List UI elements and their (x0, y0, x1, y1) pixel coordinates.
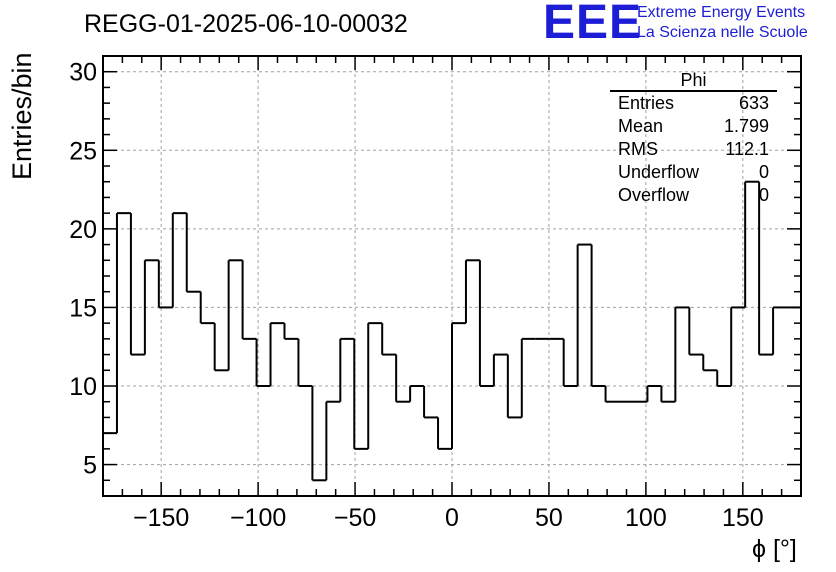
y-tick-label: 25 (69, 137, 97, 165)
y-tick-label: 10 (69, 373, 97, 401)
stats-label: Mean (618, 116, 664, 136)
x-tick-label: 100 (625, 504, 667, 532)
logo-line-1: Extreme Energy Events (637, 4, 806, 21)
stats-title: Phi (610, 70, 777, 92)
stats-row-entries: Entries 633 (610, 92, 777, 115)
stats-value: 112.1 (725, 139, 769, 159)
stats-row-mean: Mean 1.799 (610, 115, 777, 138)
y-axis-label: Entries/bin (7, 52, 37, 180)
stats-label: Overflow (618, 185, 690, 205)
x-axis-label: ϕ [°] (752, 535, 797, 563)
axis-ticks (102, 55, 802, 497)
stats-label: Entries (618, 93, 675, 113)
x-tick-label: 150 (722, 504, 764, 532)
grid-lines (103, 56, 801, 496)
y-tick-label: 30 (69, 59, 97, 87)
stats-label: Underflow (618, 162, 700, 182)
tick-labels: −150 −100 −50 0 50 100 150 5 10 15 20 25 30 (69, 59, 764, 532)
x-tick-label: 50 (535, 504, 563, 532)
logo-line-2: La Scienza nelle Scuole (637, 24, 808, 41)
stats-value: 0 (758, 185, 769, 205)
stats-box: Phi Entries 633 Mean 1.799 RMS 112.1 Und… (610, 70, 777, 207)
x-tick-label: 0 (445, 504, 459, 532)
stats-row-rms: RMS 112.1 (610, 138, 777, 161)
stats-label: RMS (618, 139, 658, 159)
x-tick-label: −150 (133, 504, 189, 532)
stats-value: 0 (758, 162, 769, 182)
plot-title: REGG-01-2025-06-10-00032 (84, 10, 408, 38)
stats-value: 1.799 (723, 116, 769, 136)
eee-logo: EEE (543, 0, 643, 49)
stats-value: 633 (738, 93, 769, 113)
y-tick-label: 20 (69, 216, 97, 244)
stats-row-underflow: Underflow 0 (610, 161, 777, 184)
stats-row-overflow: Overflow 0 (610, 184, 777, 207)
y-tick-label: 5 (83, 452, 97, 480)
x-tick-label: −100 (230, 504, 286, 532)
logo-caption: Extreme Energy Events La Scienza nelle S… (637, 3, 808, 43)
y-tick-label: 15 (69, 294, 97, 322)
x-tick-label: −50 (334, 504, 376, 532)
